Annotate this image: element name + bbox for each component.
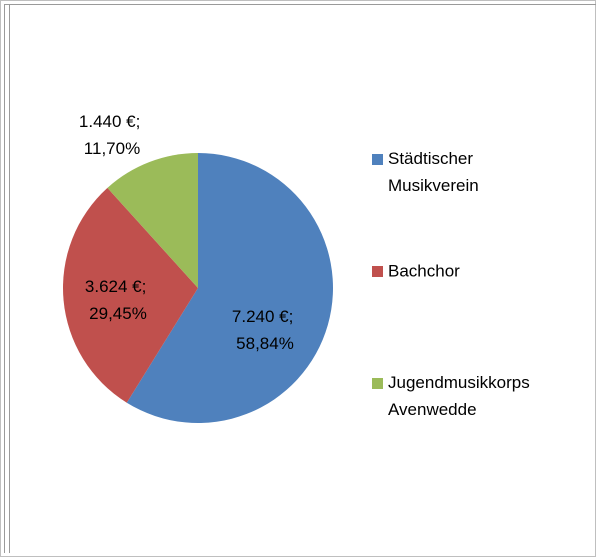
line: Musikverein (388, 176, 479, 195)
line: Städtischer (388, 149, 478, 168)
line: 29,45% (89, 304, 147, 323)
line: 11,70% (84, 139, 140, 158)
line: 58,84% (236, 334, 294, 353)
legend-label: Städtischer Musikverein (388, 149, 479, 195)
pie-slice (63, 187, 199, 403)
legend-label: Jugendmusikkorps Avenwedde (388, 373, 534, 419)
pie-slice (107, 153, 198, 288)
line: Avenwedde (388, 400, 477, 419)
pie-slice (126, 153, 334, 423)
line: 1.440 €; (79, 112, 145, 131)
line: 7.240 €; (232, 307, 298, 326)
legend-swatch (372, 154, 383, 165)
data-label: 3.624 €; 29,45% (85, 277, 151, 323)
line: Jugendmusikkorps (388, 373, 534, 392)
legend-label: Bachchor (388, 261, 460, 280)
legend-swatch (372, 378, 383, 389)
data-label: 7.240 €; 58,84% (232, 307, 298, 353)
line: 3.624 €; (85, 277, 151, 296)
data-label: 1.440 €; 11,70% (79, 112, 145, 158)
legend-swatch (372, 266, 383, 277)
